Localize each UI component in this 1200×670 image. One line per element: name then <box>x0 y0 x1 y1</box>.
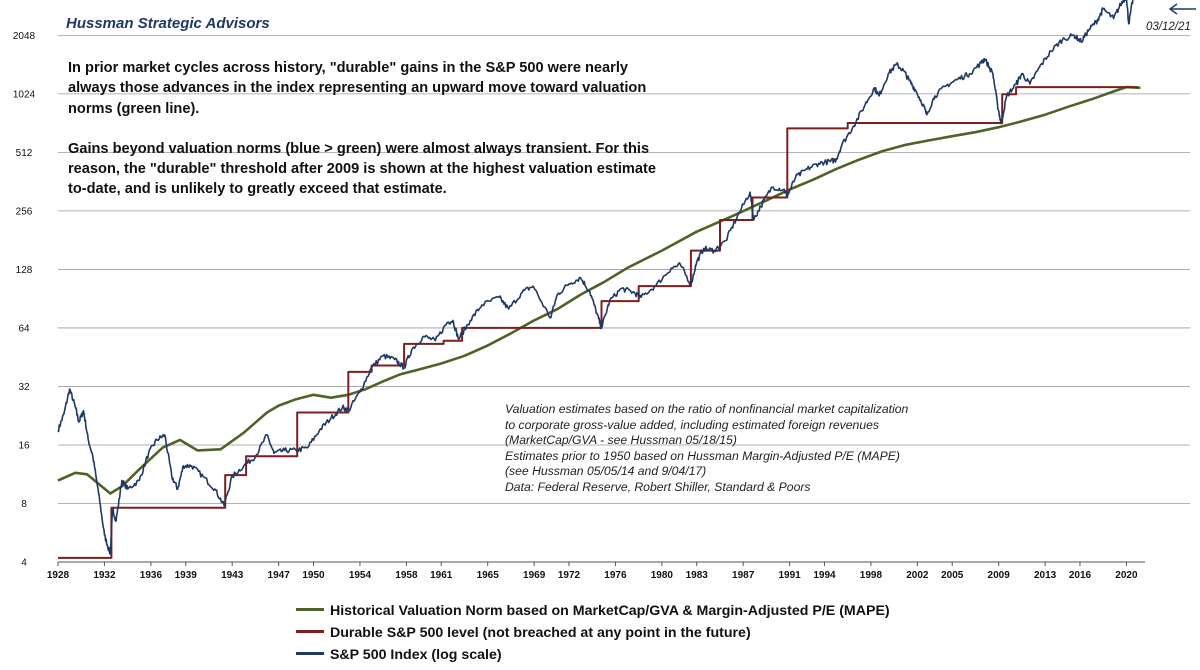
source-line: Estimates prior to 1950 based on Hussman… <box>505 448 900 463</box>
x-tick-label: 2009 <box>988 570 1011 581</box>
y-tick-label: 256 <box>16 206 33 217</box>
x-tick-label: 1947 <box>268 570 291 581</box>
legend-swatch-norm <box>296 607 324 611</box>
y-tick-label: 8 <box>21 499 27 510</box>
x-tick-label: 1969 <box>523 570 546 581</box>
x-tick-label: 1998 <box>860 570 883 581</box>
source-line: (see Hussman 05/05/14 and 9/04/17) <box>505 464 707 479</box>
commentary-paragraph-2: Gains beyond valuation norms (blue > gre… <box>68 140 657 198</box>
legend-item-norm: Historical Valuation Norm based on Marke… <box>296 600 890 622</box>
legend-item-sp500: S&P 500 Index (log scale) <box>296 644 890 666</box>
x-tick-label: 2002 <box>906 570 929 581</box>
x-tick-label: 1950 <box>302 570 325 581</box>
legend-label-sp500: S&P 500 Index (log scale) <box>329 647 502 663</box>
source-line: (MarketCap/GVA - see Hussman 05/18/15) <box>505 433 737 448</box>
legend-label-norm: Historical Valuation Norm based on Marke… <box>329 603 890 619</box>
x-tick-label: 2020 <box>1115 570 1138 581</box>
legend: Historical Valuation Norm based on Marke… <box>296 600 890 666</box>
x-tick-label: 1983 <box>686 570 709 581</box>
x-tick-label: 1991 <box>779 570 802 581</box>
y-tick-label: 128 <box>16 265 33 276</box>
y-tick-label: 16 <box>18 440 30 451</box>
y-tick-label: 512 <box>16 148 33 159</box>
x-tick-label: 1987 <box>732 570 755 581</box>
source-line: to corporate gross-value added, includin… <box>505 417 879 432</box>
x-tick-label: 1961 <box>430 570 453 581</box>
commentary-paragraph-1: In prior market cycles across history, "… <box>68 60 647 117</box>
x-tick-label: 1965 <box>477 570 500 581</box>
x-tick-label: 1943 <box>221 570 244 581</box>
source-line: Data: Federal Reserve, Robert Shiller, S… <box>505 479 811 494</box>
series-line-norm <box>57 85 1141 495</box>
x-tick-label: 2016 <box>1069 570 1092 581</box>
source-note: Valuation estimates based on the ratio o… <box>505 402 965 496</box>
y-tick-label: 64 <box>18 323 30 334</box>
arrow-icon <box>1168 3 1196 15</box>
x-tick-label: 1980 <box>651 570 674 581</box>
x-axis-tick-labels: 1928 1932 1936 1939 1943 1947 1950 1954 1958 1961… <box>47 562 1138 581</box>
x-tick-label: 1958 <box>395 570 418 581</box>
y-tick-label: 1024 <box>13 89 36 100</box>
x-tick-label: 1976 <box>604 570 627 581</box>
x-tick-label: 1972 <box>558 570 581 581</box>
brand-title: Hussman Strategic Advisors <box>66 15 270 32</box>
x-tick-label: 1928 <box>47 570 70 581</box>
x-tick-label: 1954 <box>349 570 372 581</box>
x-tick-label: 1939 <box>175 570 198 581</box>
series-line-sp500 <box>57 0 1134 555</box>
x-tick-label: 2005 <box>941 570 964 581</box>
legend-item-durable: Durable S&P 500 level (not breached at a… <box>296 622 890 644</box>
source-line: Valuation estimates based on the ratio o… <box>505 402 909 416</box>
end-date-label: 03/12/21 <box>1146 21 1191 33</box>
y-axis-tick-labels: 4 8 16 32 64 128 256 512 1024 2048 <box>13 31 36 569</box>
y-tick-label: 2048 <box>13 31 36 42</box>
legend-label-durable: Durable S&P 500 level (not breached at a… <box>329 625 751 641</box>
x-tick-label: 1936 <box>140 570 163 581</box>
y-tick-label: 4 <box>21 558 27 569</box>
commentary: In prior market cycles across history, "… <box>68 58 658 220</box>
x-tick-label: 2013 <box>1034 570 1057 581</box>
series-lines <box>57 0 1141 559</box>
x-tick-label: 1994 <box>813 570 836 581</box>
legend-swatch-sp500 <box>296 651 324 655</box>
y-tick-label: 32 <box>18 382 30 393</box>
legend-swatch-durable <box>296 629 324 633</box>
x-tick-label: 1932 <box>93 570 116 581</box>
